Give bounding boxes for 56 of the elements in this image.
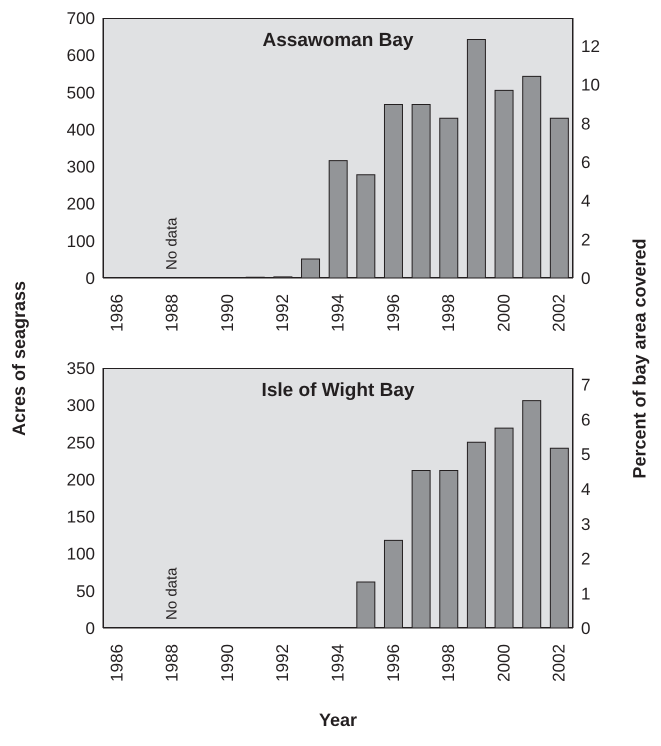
y2-tick-label: 2 (581, 550, 590, 569)
y2-tick-label: 6 (581, 153, 590, 172)
y2-tick-label: 6 (581, 410, 590, 430)
x-tick-label: 2000 (494, 644, 514, 682)
x-tick-label: 1994 (328, 294, 348, 332)
y-tick-label: 400 (66, 120, 95, 140)
y2-tick-label: 8 (581, 114, 590, 134)
y-tick-label: 300 (66, 396, 95, 416)
x-tick-label: 1990 (218, 644, 237, 682)
y-tick-label: 0 (86, 269, 95, 288)
y-tick-label: 300 (66, 158, 95, 177)
x-tick-label: 1992 (273, 644, 292, 682)
y-tick-label: 600 (66, 46, 95, 66)
y2-tick-label: 7 (581, 376, 590, 395)
y2-tick-label: 12 (581, 37, 600, 56)
x-tick-label: 1990 (218, 294, 237, 332)
text: Isle of Wight Bay (260, 380, 416, 402)
y-tick-label: 700 (66, 9, 95, 28)
y-tick-label: 350 (66, 359, 95, 378)
x-tick-label: 1986 (107, 644, 126, 682)
x-tick-label: 1992 (273, 294, 292, 332)
y-tick-label: 200 (66, 470, 95, 490)
y2-tick-label: 10 (581, 76, 600, 95)
x-tick-label: 1996 (384, 644, 403, 682)
y2-tick-label: 4 (581, 480, 590, 499)
y-tick-label: 50 (76, 582, 95, 601)
annotation: No data (164, 216, 181, 270)
y-tick-label: 100 (66, 544, 95, 564)
x-tick-label: 1998 (439, 294, 458, 332)
x-tick-label: 1988 (162, 644, 182, 682)
x-axis-title: Year (318, 710, 358, 731)
x-tick-label: 2000 (494, 294, 514, 332)
y-tick-label: 250 (66, 433, 95, 452)
y2-axis-title: Percent of bay area covered (630, 238, 650, 478)
text: Assawoman Bay (261, 30, 414, 52)
x-tick-label: 1994 (328, 644, 348, 682)
annotation: No data (164, 566, 181, 620)
x-tick-label: 1998 (439, 644, 458, 682)
y-tick-label: 200 (66, 194, 95, 214)
x-tick-label: 1986 (107, 294, 126, 332)
y-tick-label: 0 (86, 619, 95, 638)
x-tick-label: 1988 (162, 294, 182, 332)
y2-tick-label: 0 (581, 269, 590, 288)
y2-tick-label: 2 (581, 230, 590, 250)
x-tick-label: 2002 (550, 294, 569, 332)
y2-tick-label: 5 (581, 445, 590, 464)
x-tick-label: 1996 (384, 294, 403, 332)
y2-tick-label: 3 (581, 514, 590, 534)
y-tick-label: 150 (66, 508, 95, 527)
y-axis-title: Acres of seagrass (10, 280, 30, 436)
y-tick-label: 100 (66, 232, 95, 251)
x-tick-label: 2002 (550, 644, 569, 682)
y2-tick-label: 0 (581, 619, 590, 638)
y-tick-label: 500 (66, 83, 95, 102)
y2-tick-label: 4 (581, 192, 590, 211)
y2-tick-label: 1 (581, 584, 590, 604)
